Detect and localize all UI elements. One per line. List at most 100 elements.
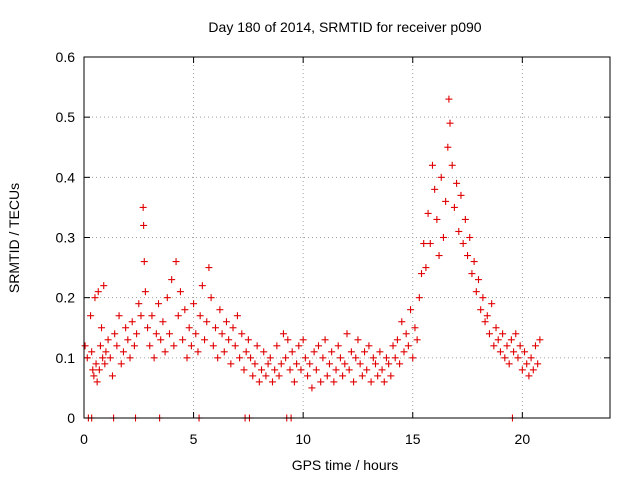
plot-frame (83, 56, 611, 419)
data-point (266, 354, 274, 362)
data-point (225, 336, 233, 344)
data-point (104, 336, 112, 344)
data-point (268, 378, 276, 386)
data-point (328, 348, 336, 356)
data-point (277, 360, 285, 368)
data-point (124, 336, 132, 344)
x-tick-label: 5 (190, 431, 198, 447)
data-point (295, 342, 303, 350)
data-point (385, 360, 393, 368)
data-point (450, 203, 458, 211)
data-point (499, 330, 507, 338)
data-point (323, 372, 331, 380)
data-point (98, 324, 106, 332)
data-point (301, 354, 309, 362)
data-point (343, 330, 351, 338)
data-point (115, 312, 123, 320)
data-point (413, 336, 421, 344)
data-point (367, 378, 375, 386)
data-point (108, 372, 116, 380)
data-point (350, 378, 358, 386)
data-point (448, 161, 456, 169)
data-point (536, 336, 544, 344)
data-point (192, 330, 200, 338)
data-point (249, 372, 257, 380)
y-tick-label: 0.6 (56, 49, 76, 65)
data-point (144, 324, 152, 332)
y-tick-label: 0 (67, 410, 75, 426)
data-point (424, 209, 432, 217)
data-point (446, 119, 454, 127)
data-point (128, 318, 136, 326)
data-point (494, 336, 502, 344)
data-point (176, 288, 184, 296)
data-point (398, 318, 406, 326)
data-point (293, 360, 301, 368)
data-point (201, 336, 209, 344)
data-point (102, 348, 110, 356)
data-point (435, 252, 443, 260)
data-point (420, 240, 428, 248)
data-point (400, 348, 408, 356)
data-point (244, 336, 252, 344)
data-point (308, 384, 316, 392)
data-point (240, 366, 248, 374)
data-point (113, 342, 121, 350)
data-point (391, 354, 399, 362)
data-point (409, 354, 417, 362)
data-point (507, 336, 515, 344)
data-point (260, 348, 268, 356)
data-point (258, 366, 266, 374)
data-point (531, 342, 539, 350)
data-point (339, 372, 347, 380)
data-point (141, 288, 149, 296)
data-point (222, 318, 230, 326)
data-point (396, 360, 404, 368)
data-point (439, 234, 447, 241)
data-point (88, 348, 96, 356)
data-point (205, 264, 213, 272)
data-point (341, 360, 349, 368)
data-point (242, 348, 250, 356)
data-point (453, 179, 461, 187)
data-point (402, 330, 410, 338)
data-point (523, 360, 531, 368)
data-point (161, 348, 169, 356)
data-point (139, 203, 147, 211)
data-point (389, 342, 397, 350)
data-point (378, 366, 386, 374)
data-point (387, 372, 395, 380)
data-point (284, 336, 292, 344)
data-point (172, 258, 180, 266)
x-tick-label: 10 (295, 431, 311, 447)
data-point (354, 336, 362, 344)
data-point (404, 342, 412, 350)
data-point (183, 354, 191, 362)
data-point (106, 354, 114, 362)
data-point (479, 294, 487, 302)
data-point (93, 378, 101, 386)
data-point (455, 227, 463, 235)
data-point (90, 372, 98, 380)
data-point (310, 348, 318, 356)
data-point (157, 336, 165, 344)
data-point (422, 264, 430, 272)
y-tick-label: 0.4 (56, 169, 76, 185)
data-point (442, 197, 450, 205)
data-point (470, 258, 478, 266)
y-axis-label: SRMTID / TECUs (6, 183, 22, 293)
data-point (459, 240, 467, 248)
data-point (407, 306, 415, 314)
y-tick-label: 0.1 (56, 350, 76, 366)
axis-ticks: 0 0.1 0.2 0.3 0.4 0.5 0.6 0 5 10 15 20 (56, 49, 610, 447)
chart-title: Day 180 of 2014, SRMTID for receiver p09… (208, 19, 481, 35)
data-point (306, 360, 314, 368)
data-point (163, 294, 171, 302)
data-point (174, 312, 182, 320)
data-point (534, 360, 542, 368)
data-point (111, 330, 119, 338)
data-point (485, 330, 493, 338)
data-point (352, 354, 360, 362)
data-point (496, 348, 504, 356)
data-point (279, 330, 287, 338)
